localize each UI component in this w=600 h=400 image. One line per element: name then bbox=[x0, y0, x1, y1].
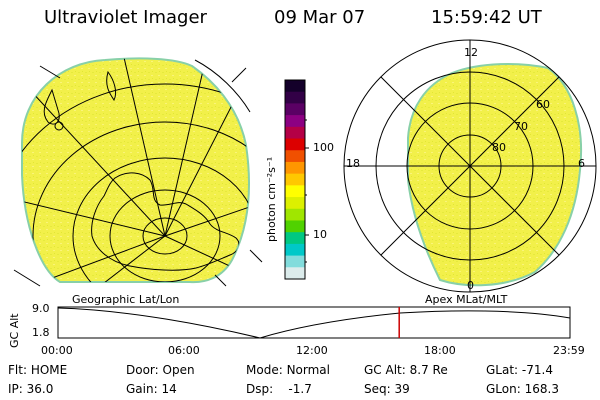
status-gc-alt: GC Alt: 8.7 Re bbox=[364, 363, 448, 377]
colorbar-cell bbox=[285, 255, 305, 268]
mlt-label-6: 6 bbox=[578, 157, 585, 170]
magnetic-panel-title: Apex MLat/MLT bbox=[425, 293, 508, 306]
mlat-label-70: 70 bbox=[514, 120, 528, 133]
altitude-ytick-min: 1.8 bbox=[32, 326, 50, 339]
colorbar-cell bbox=[285, 126, 305, 140]
meridian-2 bbox=[29, 89, 166, 237]
mlt-line-diag-2 bbox=[380, 76, 560, 256]
mlat-label-80: 80 bbox=[492, 141, 506, 154]
altitude-plot-frame bbox=[57, 306, 571, 339]
mlt-label-12: 12 bbox=[464, 46, 478, 59]
lat-circle-4 bbox=[32, 121, 250, 283]
colorbar-cell bbox=[285, 103, 305, 116]
colorbar-cell bbox=[285, 161, 305, 175]
xtick-1800: 18:00 bbox=[424, 344, 456, 357]
mlat-label-60: 60 bbox=[536, 98, 550, 111]
colorbar-cell bbox=[285, 232, 305, 245]
colorbar-cell bbox=[285, 173, 305, 186]
status-glat: GLat: -71.4 bbox=[486, 363, 553, 377]
colorbar-cell bbox=[285, 138, 305, 151]
colorbar-frame bbox=[284, 79, 306, 280]
altitude-curve bbox=[57, 307, 571, 339]
geographic-map-panel bbox=[13, 57, 263, 287]
status-dsp: Dsp: -1.7 bbox=[246, 382, 312, 396]
outer-meridian-3 bbox=[249, 249, 263, 263]
instrument-title: Ultraviolet Imager bbox=[44, 7, 207, 28]
lat-circle-3 bbox=[72, 157, 250, 283]
right-emission-region bbox=[407, 63, 582, 287]
colorbar-cell bbox=[285, 80, 305, 93]
xtick-1200: 12:00 bbox=[296, 344, 328, 357]
colorbar-cell bbox=[285, 115, 305, 128]
colorbar-cell bbox=[285, 197, 305, 210]
status-door: Door: Open bbox=[126, 363, 195, 377]
outer-meridian-5 bbox=[214, 274, 227, 287]
xtick-0600: 06:00 bbox=[168, 344, 200, 357]
xtick-2359: 23:59 bbox=[553, 344, 585, 357]
colorbar-cell bbox=[285, 267, 305, 280]
magnetic-polar-panel bbox=[343, 39, 597, 293]
lat-circle-1 bbox=[142, 217, 188, 255]
outer-meridian-1 bbox=[39, 65, 61, 79]
meridian-3 bbox=[22, 195, 166, 237]
coast-island bbox=[54, 121, 64, 131]
geographic-panel-title: Geographic Lat/Lon bbox=[72, 293, 180, 306]
colorbar-cell bbox=[285, 220, 305, 233]
status-flt: Flt: HOME bbox=[8, 363, 68, 377]
header-date: 09 Mar 07 bbox=[274, 7, 366, 28]
colorbar-cell bbox=[285, 150, 305, 163]
mlt-label-0: 0 bbox=[467, 279, 474, 292]
status-seq: Seq: 39 bbox=[364, 382, 410, 396]
colorbar-cell bbox=[285, 243, 305, 257]
header-time: 15:59:42 UT bbox=[431, 7, 542, 28]
colorbar-unit-label: photon cm⁻²s⁻¹ bbox=[265, 156, 278, 242]
meridian-9 bbox=[94, 235, 166, 283]
mlt-label-18: 18 bbox=[346, 157, 360, 170]
altitude-plot bbox=[57, 306, 571, 339]
status-mode: Mode: Normal bbox=[246, 363, 330, 377]
colorbar-label-10: 10 bbox=[313, 228, 327, 241]
status-ip: IP: 36.0 bbox=[8, 382, 54, 396]
outer-meridian-4 bbox=[13, 269, 41, 287]
status-gain: Gain: 14 bbox=[126, 382, 177, 396]
meridian-6 bbox=[164, 199, 250, 237]
coast-segment-1 bbox=[43, 88, 60, 125]
altitude-ytick-max: 9.0 bbox=[32, 302, 50, 315]
colorbar-cell bbox=[285, 185, 305, 198]
colorbar-cell bbox=[285, 208, 305, 222]
coast-segment-2 bbox=[106, 70, 117, 101]
outer-meridian-2 bbox=[231, 67, 247, 83]
status-glon: GLon: 168.3 bbox=[486, 382, 559, 396]
colorbar bbox=[284, 79, 309, 280]
lat-circle-5 bbox=[22, 83, 250, 283]
colorbar-label-100: 100 bbox=[313, 141, 334, 154]
left-earth-limb bbox=[194, 59, 251, 113]
lat-circle-2 bbox=[109, 189, 221, 283]
colorbar-cell bbox=[285, 91, 305, 105]
altitude-axis-label: GC Alt bbox=[8, 313, 21, 348]
xtick-0000: 00:00 bbox=[41, 344, 73, 357]
